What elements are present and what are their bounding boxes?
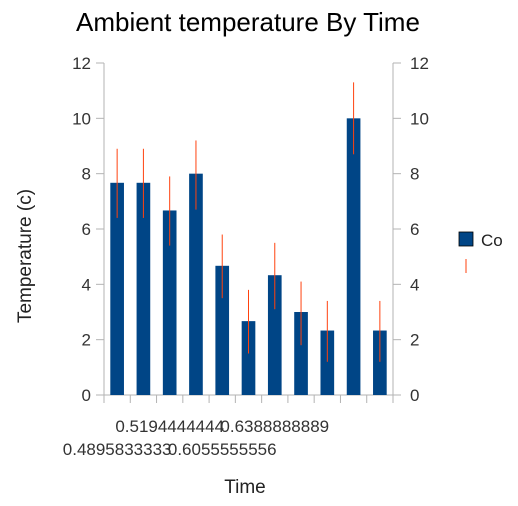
bar [267, 275, 282, 395]
x-tick-label: 0.6055555556 [168, 440, 277, 459]
y-tick-label-left: 8 [82, 165, 91, 184]
y-tick-label-left: 12 [72, 54, 91, 73]
plot-area: 0 0 2 2 4 4 6 6 8 8 10 10 12 12 0.4895833333 0.51944444… [63, 54, 429, 459]
bar [346, 118, 361, 395]
legend-swatch [458, 231, 474, 247]
y-tick-label-left: 4 [82, 275, 91, 294]
bar [162, 210, 177, 395]
y-tick-label-right: 4 [410, 275, 419, 294]
bar [241, 321, 256, 395]
legend-label: Co [481, 231, 503, 250]
y-tick-label-right: 0 [410, 386, 419, 405]
x-tick-label: 0.5194444444 [115, 417, 224, 436]
bar [215, 265, 230, 395]
y-tick-label-right: 12 [410, 54, 429, 73]
bar [320, 330, 335, 395]
y-tick-label-right: 6 [410, 220, 419, 239]
y-tick-label-left: 2 [82, 331, 91, 350]
x-tick-label: 0.6388888889 [220, 417, 329, 436]
bar [136, 182, 151, 395]
chart-title: Ambient temperature By Time [76, 7, 420, 37]
x-tick-label: 0.4895833333 [63, 440, 172, 459]
y-tick-label-left: 0 [82, 386, 91, 405]
x-axis-title: Time [224, 477, 266, 498]
y-tick-label-left: 10 [72, 109, 91, 128]
y-tick-label-left: 6 [82, 220, 91, 239]
y-tick-label-right: 2 [410, 331, 419, 350]
bar [189, 173, 203, 395]
bar [294, 312, 308, 395]
y-tick-label-right: 10 [410, 109, 429, 128]
y-axis-title: Temperature (c) [15, 189, 36, 323]
legend: Co [458, 231, 503, 273]
y-tick-label-right: 8 [410, 165, 419, 184]
bar [373, 330, 387, 395]
bar [110, 182, 124, 395]
